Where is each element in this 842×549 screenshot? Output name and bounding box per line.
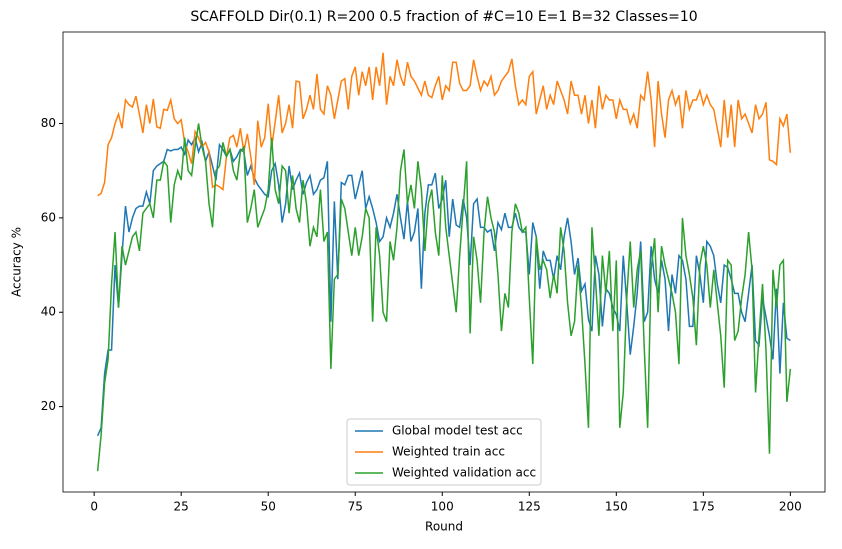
x-tick-label: 75 bbox=[348, 500, 363, 514]
x-tick-label: 200 bbox=[779, 500, 802, 514]
series-line bbox=[96, 135, 791, 437]
legend-label: Weighted train acc bbox=[392, 445, 505, 459]
x-tick-label: 150 bbox=[605, 500, 628, 514]
y-tick-label: 20 bbox=[41, 399, 56, 413]
x-tick-label: 50 bbox=[261, 500, 276, 514]
x-tick-label: 125 bbox=[518, 500, 541, 514]
x-tick-label: 100 bbox=[431, 500, 454, 514]
legend-label: Weighted validation acc bbox=[392, 466, 536, 480]
chart-title: SCAFFOLD Dir(0.1) R=200 0.5 fraction of … bbox=[190, 9, 697, 25]
x-tick-label: 0 bbox=[90, 500, 98, 514]
x-tick-label: 25 bbox=[174, 500, 189, 514]
y-tick-label: 40 bbox=[41, 305, 56, 319]
x-tick-label: 175 bbox=[692, 500, 715, 514]
series-line bbox=[96, 123, 792, 472]
legend-label: Global model test acc bbox=[392, 424, 523, 438]
x-axis-label: Round bbox=[425, 520, 463, 534]
y-tick-label: 60 bbox=[41, 210, 56, 224]
legend-box bbox=[346, 418, 542, 486]
y-tick-label: 80 bbox=[41, 116, 56, 130]
y-axis-label: Accuracy % bbox=[10, 227, 24, 297]
plot-frame bbox=[62, 31, 826, 493]
series-line bbox=[97, 52, 792, 197]
